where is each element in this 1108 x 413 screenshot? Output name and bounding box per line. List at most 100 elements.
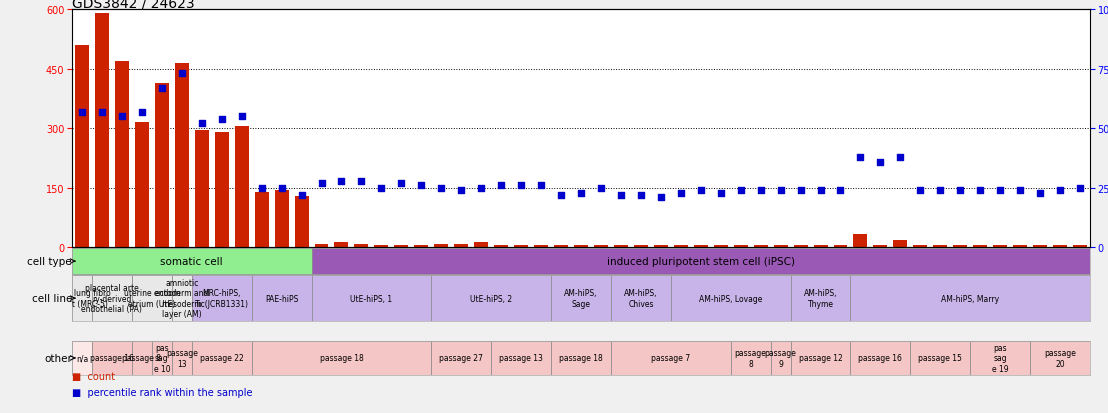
Bar [851, 342, 911, 375]
Bar [670, 275, 791, 321]
Bar [791, 342, 851, 375]
Bar [491, 342, 551, 375]
Point [392, 180, 410, 187]
Point [352, 178, 370, 185]
Point [932, 188, 950, 194]
Bar [92, 275, 132, 321]
Point [193, 121, 211, 128]
Bar [335, 242, 348, 248]
Point [1071, 185, 1089, 192]
Bar [311, 248, 1090, 275]
Text: AM-hiPS,
Thyme: AM-hiPS, Thyme [803, 289, 838, 308]
Text: fetal lung fibro
blast (MRC-5): fetal lung fibro blast (MRC-5) [53, 289, 111, 308]
Bar [172, 275, 192, 321]
Bar [132, 275, 172, 321]
Bar [551, 342, 611, 375]
Point [332, 178, 350, 185]
Text: passage
13: passage 13 [166, 349, 197, 368]
Point [113, 114, 131, 120]
Bar [252, 342, 431, 375]
Text: cell type: cell type [28, 256, 72, 266]
Bar [514, 246, 529, 248]
Bar [933, 246, 947, 248]
Bar [791, 275, 851, 321]
Text: ■  count: ■ count [72, 371, 115, 381]
Bar [714, 246, 728, 248]
Bar [454, 244, 469, 248]
Point [972, 188, 989, 194]
Bar [973, 246, 987, 248]
Text: passage 18: passage 18 [560, 354, 603, 363]
Text: passage 12: passage 12 [799, 354, 842, 363]
Bar [1073, 246, 1087, 248]
Bar [753, 246, 768, 248]
Bar [594, 246, 608, 248]
Bar [911, 342, 971, 375]
Point [852, 154, 870, 161]
Bar [611, 275, 670, 321]
Bar [431, 275, 551, 321]
Bar [494, 246, 509, 248]
Text: MRC-hiPS,
Tic(JCRB1331): MRC-hiPS, Tic(JCRB1331) [195, 289, 248, 308]
Bar [92, 342, 132, 375]
Text: uterine endom
etrium (UtE): uterine endom etrium (UtE) [124, 289, 179, 308]
Point [752, 188, 770, 194]
Bar [72, 342, 92, 375]
Text: UtE-hiPS, 2: UtE-hiPS, 2 [470, 294, 512, 303]
Bar [132, 342, 152, 375]
Bar [773, 246, 788, 248]
Text: AM-hiPS, Lovage: AM-hiPS, Lovage [699, 294, 762, 303]
Text: cell line: cell line [32, 293, 72, 304]
Text: passage 16: passage 16 [859, 354, 902, 363]
Text: AM-hiPS,
Chives: AM-hiPS, Chives [624, 289, 658, 308]
Text: passage 18: passage 18 [319, 354, 363, 363]
Bar [431, 342, 491, 375]
Bar [394, 246, 409, 248]
Point [892, 154, 910, 161]
Point [872, 159, 890, 166]
Bar [311, 275, 431, 321]
Bar [611, 342, 730, 375]
Text: GDS3842 / 24623: GDS3842 / 24623 [72, 0, 195, 10]
Bar [551, 275, 611, 321]
Bar [771, 342, 791, 375]
Text: passage
20: passage 20 [1044, 349, 1076, 368]
Point [832, 188, 850, 194]
Bar [355, 244, 369, 248]
Bar [694, 246, 708, 248]
Point [992, 188, 1009, 194]
Point [93, 109, 111, 116]
Bar [252, 275, 311, 321]
Text: other: other [44, 353, 72, 363]
Bar [75, 46, 89, 248]
Bar [833, 246, 848, 248]
Point [512, 183, 530, 189]
Text: induced pluripotent stem cell (iPSC): induced pluripotent stem cell (iPSC) [607, 256, 794, 266]
Bar [414, 246, 429, 248]
Bar [634, 246, 648, 248]
Bar [853, 234, 868, 248]
Bar [195, 131, 208, 248]
Bar [534, 246, 548, 248]
Bar [192, 342, 252, 375]
Text: passage 16: passage 16 [90, 354, 134, 363]
Bar [1053, 246, 1067, 248]
Bar [295, 196, 308, 248]
Point [1051, 188, 1069, 194]
Point [133, 109, 151, 116]
Bar [733, 246, 748, 248]
Text: PAE-hiPS: PAE-hiPS [265, 294, 298, 303]
Text: somatic cell: somatic cell [161, 256, 223, 266]
Text: placental arte
ry-derived
endothelial (PA): placental arte ry-derived endothelial (P… [82, 283, 142, 313]
Bar [993, 246, 1007, 248]
Bar [95, 14, 109, 248]
Bar [135, 123, 148, 248]
Point [612, 192, 629, 199]
Text: passage 27: passage 27 [439, 354, 483, 363]
Text: pas
sag
e 19: pas sag e 19 [992, 343, 1008, 373]
Point [711, 190, 729, 197]
Bar [375, 246, 389, 248]
Bar [172, 342, 192, 375]
Bar [893, 240, 907, 248]
Bar [175, 64, 188, 248]
